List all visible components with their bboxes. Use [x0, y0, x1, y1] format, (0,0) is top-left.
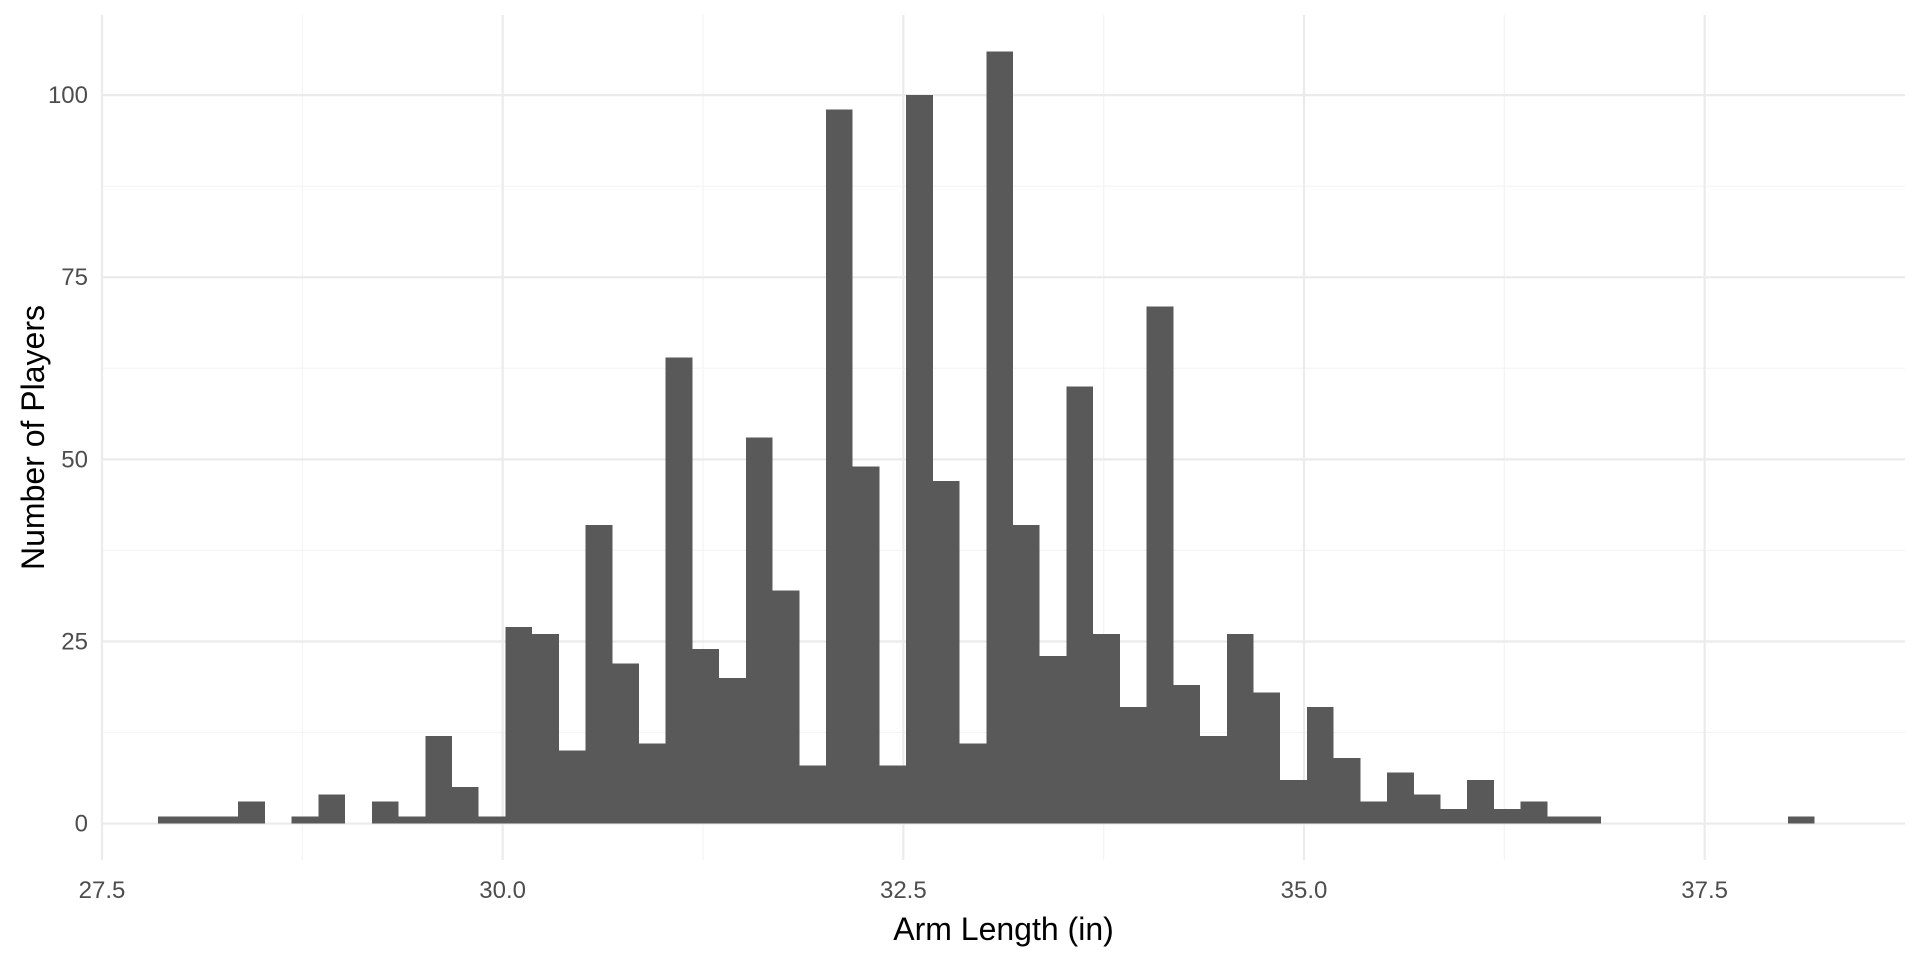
histogram-bar — [906, 95, 933, 824]
histogram-bar — [158, 816, 185, 824]
histogram-bar — [1253, 692, 1281, 824]
histogram-bar — [959, 743, 987, 824]
histogram-bar — [1013, 524, 1040, 824]
histogram-bar — [371, 801, 399, 824]
histogram-bar — [612, 663, 639, 824]
histogram-bar — [505, 626, 533, 824]
histogram-bar — [1547, 816, 1575, 824]
histogram-bar — [638, 743, 666, 824]
histogram-bar — [1280, 779, 1307, 824]
histogram-bar — [1119, 707, 1147, 824]
histogram-bar — [238, 801, 265, 824]
histogram-bar — [291, 816, 319, 824]
y-axis-title: Number of Players — [15, 305, 51, 570]
histogram-bar — [745, 437, 773, 824]
histogram-bar — [665, 357, 693, 824]
histogram-bar — [1387, 772, 1414, 824]
histogram-bar — [1787, 816, 1815, 824]
histogram-bar — [986, 51, 1014, 824]
histogram-bar — [1574, 816, 1601, 824]
histogram-bar — [451, 787, 479, 824]
histogram-bar — [826, 109, 853, 824]
histogram-bar — [799, 765, 827, 824]
x-axis-ticks: 27.5 30.0 32.5 35.0 37.5 — [79, 877, 1728, 904]
histogram-bar — [1440, 809, 1468, 824]
x-tick-label: 27.5 — [79, 877, 126, 904]
histogram-bar — [1333, 758, 1361, 824]
histogram-bar — [1467, 779, 1494, 824]
x-tick-label: 37.5 — [1681, 877, 1728, 904]
histogram-bar — [719, 677, 746, 824]
histogram-bar — [211, 816, 239, 824]
histogram-bar — [532, 634, 559, 824]
histogram-bar — [425, 736, 452, 824]
histogram-bar — [692, 648, 720, 824]
histogram-bars — [158, 51, 1815, 824]
histogram-bar — [1039, 656, 1067, 824]
histogram-bar — [558, 750, 586, 824]
histogram-bar — [1200, 736, 1227, 824]
histogram-bar — [772, 590, 800, 824]
x-axis-title: Arm Length (in) — [893, 911, 1114, 947]
histogram-bar — [1146, 306, 1174, 824]
x-tick-label: 32.5 — [880, 877, 927, 904]
x-tick-label: 35.0 — [1281, 877, 1328, 904]
histogram-bar — [398, 816, 426, 824]
histogram-bar — [1093, 634, 1120, 824]
histogram-bar — [879, 765, 907, 824]
histogram-bar — [1520, 801, 1548, 824]
histogram-bar — [1360, 801, 1388, 824]
y-tick-label: 100 — [48, 82, 88, 109]
y-tick-label: 50 — [61, 446, 88, 473]
histogram-bar — [1173, 685, 1201, 824]
histogram-bar — [852, 466, 880, 824]
x-tick-label: 30.0 — [479, 877, 526, 904]
histogram-bar — [1226, 634, 1254, 824]
histogram-bar — [478, 816, 506, 824]
histogram-bar — [1066, 386, 1094, 824]
y-tick-label: 25 — [61, 628, 88, 655]
y-tick-label: 0 — [75, 811, 88, 838]
histogram-bar — [932, 481, 960, 824]
histogram-bar — [1306, 707, 1334, 824]
y-tick-label: 75 — [61, 264, 88, 291]
y-axis-ticks: 0 25 50 75 100 — [48, 82, 88, 837]
histogram-bar — [318, 794, 346, 824]
histogram-bar — [585, 524, 613, 824]
histogram-bar — [184, 816, 212, 824]
histogram-bar — [1493, 809, 1521, 824]
histogram-bar — [1413, 794, 1441, 824]
